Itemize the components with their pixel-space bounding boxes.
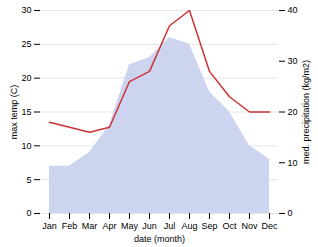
svg-text:Jan: Jan [42, 221, 57, 231]
svg-text:20: 20 [21, 73, 31, 83]
svg-text:May: May [121, 221, 139, 231]
svg-text:Nov: Nov [241, 221, 258, 231]
svg-text:5: 5 [26, 175, 31, 185]
svg-text:25: 25 [21, 39, 31, 49]
svg-text:0: 0 [288, 208, 293, 218]
svg-text:Aug: Aug [181, 221, 197, 231]
svg-text:Oct: Oct [222, 221, 237, 231]
svg-text:20: 20 [288, 107, 298, 117]
svg-text:40: 40 [288, 5, 298, 15]
svg-text:Jun: Jun [142, 221, 157, 231]
svg-text:Dec: Dec [261, 221, 278, 231]
svg-text:Mar: Mar [82, 221, 98, 231]
svg-text:30: 30 [288, 56, 298, 66]
svg-text:Sep: Sep [201, 221, 217, 231]
svg-text:Jul: Jul [164, 221, 176, 231]
svg-text:date (month): date (month) [134, 234, 185, 244]
svg-text:Feb: Feb [62, 221, 78, 231]
svg-text:max temp (C): max temp (C) [9, 85, 19, 140]
svg-text:10: 10 [288, 158, 298, 168]
svg-text:Apr: Apr [102, 221, 116, 231]
svg-text:med. precipitation (kg/m2): med. precipitation (kg/m2) [301, 60, 311, 164]
svg-text:30: 30 [21, 5, 31, 15]
svg-text:10: 10 [21, 141, 31, 151]
svg-text:0: 0 [26, 208, 31, 218]
svg-text:15: 15 [21, 107, 31, 117]
